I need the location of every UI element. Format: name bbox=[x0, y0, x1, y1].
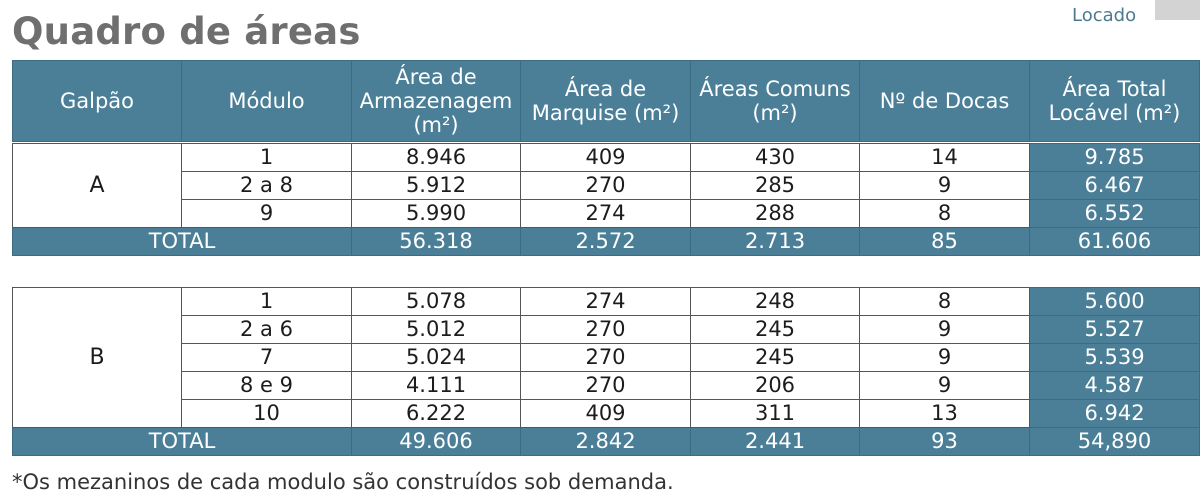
marquise-cell: 270 bbox=[520, 171, 691, 200]
total-cell: 6.942 bbox=[1029, 399, 1200, 428]
total-cell: 5.527 bbox=[1029, 315, 1200, 344]
table-row: 2 a 6 5.012 270 245 9 5.527 bbox=[13, 315, 1200, 344]
table-row: 9 5.990 274 288 8 6.552 bbox=[13, 199, 1200, 228]
armazenagem-cell: 8.946 bbox=[351, 143, 521, 172]
armazenagem-cell: 5.012 bbox=[351, 315, 521, 344]
col-header-marquise: Área de Marquise (m²) bbox=[520, 60, 691, 142]
total-marquise: 2.572 bbox=[520, 227, 691, 256]
total-label: TOTAL bbox=[12, 427, 352, 456]
docas-cell: 14 bbox=[859, 143, 1030, 172]
areas-table-header: Galpão Módulo Área de Armazenagem (m²) Á… bbox=[12, 60, 1200, 142]
col-header-armazenagem: Área de Armazenagem (m²) bbox=[351, 60, 521, 142]
total-comuns: 2.441 bbox=[690, 427, 860, 456]
comuns-cell: 288 bbox=[690, 199, 860, 228]
footnote: *Os mezaninos de cada modulo são constru… bbox=[12, 470, 674, 494]
col-header-docas: Nº de Docas bbox=[859, 60, 1030, 142]
modulo-cell: 2 a 6 bbox=[181, 315, 352, 344]
armazenagem-cell: 5.912 bbox=[351, 171, 521, 200]
page-title: Quadro de áreas bbox=[12, 10, 361, 53]
galpao-name: B bbox=[12, 287, 182, 428]
modulo-cell: 1 bbox=[181, 143, 352, 172]
docas-cell: 8 bbox=[859, 199, 1030, 228]
modulo-cell: 9 bbox=[181, 199, 352, 228]
total-cell: 4.587 bbox=[1029, 371, 1200, 400]
docas-cell: 13 bbox=[859, 399, 1030, 428]
docas-cell: 9 bbox=[859, 315, 1030, 344]
total-marquise: 2.842 bbox=[520, 427, 691, 456]
total-cell: 5.539 bbox=[1029, 343, 1200, 372]
col-header-galpao: Galpão bbox=[12, 60, 182, 142]
marquise-cell: 270 bbox=[520, 315, 691, 344]
total-comuns: 2.713 bbox=[690, 227, 860, 256]
docas-cell: 9 bbox=[859, 371, 1030, 400]
status-swatch bbox=[1155, 0, 1200, 20]
table-row: 7 5.024 270 245 9 5.539 bbox=[13, 343, 1200, 372]
marquise-cell: 409 bbox=[520, 143, 691, 172]
total-docas: 85 bbox=[859, 227, 1030, 256]
galpao-b-table: B 1 5.078 274 248 8 5.600 2 a 6 5.012 27… bbox=[12, 287, 1200, 456]
armazenagem-cell: 5.990 bbox=[351, 199, 521, 228]
table-row: 2 a 8 5.912 270 285 9 6.467 bbox=[13, 171, 1200, 200]
galpao-name: A bbox=[12, 143, 182, 228]
modulo-cell: 8 e 9 bbox=[181, 371, 352, 400]
table-row: B 1 5.078 274 248 8 5.600 bbox=[12, 287, 1200, 428]
total-area: 54,890 bbox=[1029, 427, 1200, 456]
comuns-cell: 245 bbox=[690, 315, 860, 344]
marquise-cell: 409 bbox=[520, 399, 691, 428]
total-armazenagem: 56.318 bbox=[351, 227, 521, 256]
comuns-cell: 285 bbox=[690, 171, 860, 200]
marquise-cell: 274 bbox=[520, 199, 691, 228]
marquise-cell: 270 bbox=[520, 371, 691, 400]
status-label: Locado bbox=[1072, 5, 1137, 26]
galpao-a-table: A 1 8.946 409 430 14 9.785 2 a 8 5.912 2… bbox=[12, 143, 1200, 256]
modulo-cell: 10 bbox=[181, 399, 352, 428]
comuns-cell: 430 bbox=[690, 143, 860, 172]
total-cell: 9.785 bbox=[1029, 143, 1200, 172]
total-cell: 6.552 bbox=[1029, 199, 1200, 228]
total-row: TOTAL 56.318 2.572 2.713 85 61.606 bbox=[12, 227, 1200, 256]
docas-cell: 9 bbox=[859, 343, 1030, 372]
total-armazenagem: 49.606 bbox=[351, 427, 521, 456]
armazenagem-cell: 6.222 bbox=[351, 399, 521, 428]
comuns-cell: 311 bbox=[690, 399, 860, 428]
col-header-comuns: Áreas Comuns (m²) bbox=[690, 60, 860, 142]
total-cell: 5.600 bbox=[1029, 287, 1200, 316]
total-docas: 93 bbox=[859, 427, 1030, 456]
marquise-cell: 274 bbox=[520, 287, 691, 316]
marquise-cell: 270 bbox=[520, 343, 691, 372]
comuns-cell: 245 bbox=[690, 343, 860, 372]
total-label: TOTAL bbox=[12, 227, 352, 256]
armazenagem-cell: 4.111 bbox=[351, 371, 521, 400]
table-row: 10 6.222 409 311 13 6.942 bbox=[13, 399, 1200, 428]
col-header-total: Área Total Locável (m²) bbox=[1029, 60, 1200, 142]
docas-cell: 8 bbox=[859, 287, 1030, 316]
armazenagem-cell: 5.078 bbox=[351, 287, 521, 316]
modulo-cell: 1 bbox=[181, 287, 352, 316]
comuns-cell: 248 bbox=[690, 287, 860, 316]
comuns-cell: 206 bbox=[690, 371, 860, 400]
total-cell: 6.467 bbox=[1029, 171, 1200, 200]
col-header-modulo: Módulo bbox=[181, 60, 352, 142]
armazenagem-cell: 5.024 bbox=[351, 343, 521, 372]
modulo-cell: 7 bbox=[181, 343, 352, 372]
modulo-cell: 2 a 8 bbox=[181, 171, 352, 200]
total-row: TOTAL 49.606 2.842 2.441 93 54,890 bbox=[12, 427, 1200, 456]
total-area: 61.606 bbox=[1029, 227, 1200, 256]
docas-cell: 9 bbox=[859, 171, 1030, 200]
table-row: 8 e 9 4.111 270 206 9 4.587 bbox=[13, 371, 1200, 400]
table-row: A 1 8.946 409 430 14 9.785 bbox=[12, 143, 1200, 228]
